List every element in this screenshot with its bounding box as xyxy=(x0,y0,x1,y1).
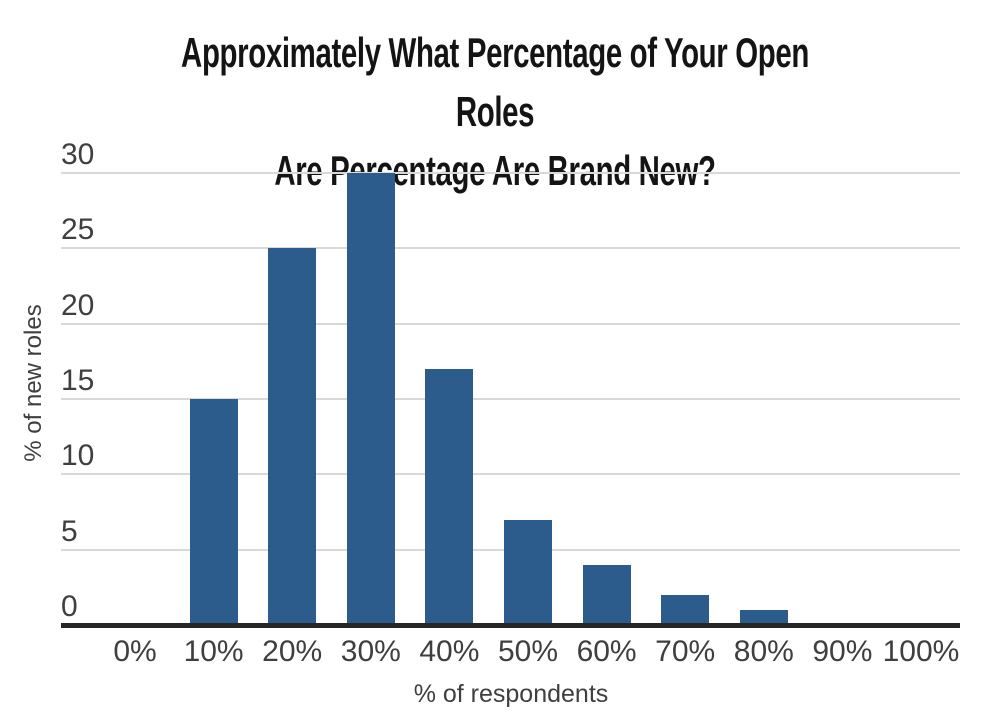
gridline-y-20 xyxy=(61,322,960,325)
x-tick-label-20%: 20% xyxy=(262,635,323,668)
x-tick-label-90%: 90% xyxy=(812,635,873,668)
x-tick-label-100%: 100% xyxy=(882,635,960,668)
bar-10% xyxy=(189,399,238,625)
x-axis-line xyxy=(61,623,960,628)
gridline-y-15 xyxy=(61,398,960,400)
x-tick-label-50%: 50% xyxy=(497,635,559,668)
y-tick-label-20: 20 xyxy=(61,288,95,322)
x-tick-label-10%: 10% xyxy=(183,635,244,668)
gridline-y-25 xyxy=(61,247,960,250)
x-tick-label-70%: 70% xyxy=(655,635,716,668)
chart-title: Approximately What Percentage of Your Op… xyxy=(149,23,842,200)
bar-60% xyxy=(582,564,631,625)
x-tick-label-60%: 60% xyxy=(576,635,637,668)
y-tick-label-0: 0 xyxy=(61,590,78,623)
x-tick-label-40%: 40% xyxy=(419,635,480,668)
y-tick-label-5: 5 xyxy=(61,514,78,548)
bar-50% xyxy=(504,519,552,625)
y-tick-label-15: 15 xyxy=(61,364,95,397)
bar-40% xyxy=(425,368,474,625)
bar-80% xyxy=(739,609,788,625)
bar-20% xyxy=(268,248,317,625)
gridline-y-10 xyxy=(61,473,960,476)
chart-title-line-1: Approximately What Percentage of Your Op… xyxy=(181,29,809,135)
y-tick-label-30: 30 xyxy=(61,138,95,171)
x-tick-label-30%: 30% xyxy=(340,635,401,668)
x-tick-label-80%: 80% xyxy=(733,635,794,668)
gridline-y-30 xyxy=(61,172,960,174)
x-axis-label: % of respondents xyxy=(413,680,609,708)
y-tick-label-25: 25 xyxy=(61,213,95,247)
y-tick-label-10: 10 xyxy=(61,439,95,473)
bar-30% xyxy=(346,173,395,625)
bar-70% xyxy=(661,594,710,625)
x-tick-label-0%: 0% xyxy=(113,635,157,668)
